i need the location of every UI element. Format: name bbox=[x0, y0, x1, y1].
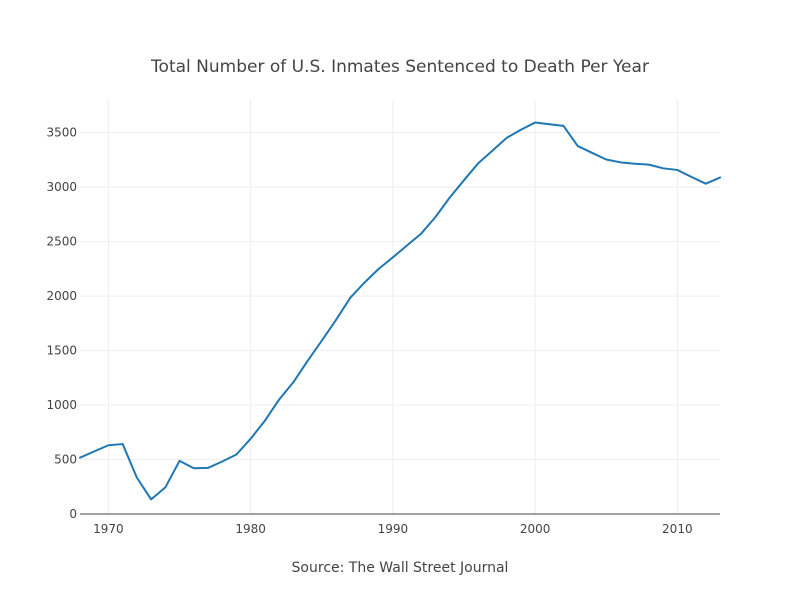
x-tick-label-1990: 1990 bbox=[378, 522, 409, 536]
x-tick-label-1970: 1970 bbox=[93, 522, 124, 536]
y-tick-label-0: 0 bbox=[69, 507, 77, 521]
y-tick-label-2500: 2500 bbox=[46, 235, 77, 249]
x-tick-label-1980: 1980 bbox=[235, 522, 266, 536]
axis-layer: 1970 1980 1990 2000 2010 0 500 1000 1500 2000 2500… bbox=[46, 126, 720, 536]
series-line-0 bbox=[79, 121, 721, 501]
y-tick-label-500: 500 bbox=[54, 453, 77, 467]
y-tick-label-1500: 1500 bbox=[46, 344, 77, 358]
x-tick-label-2000: 2000 bbox=[520, 522, 551, 536]
y-tick-label-3500: 3500 bbox=[46, 126, 77, 140]
y-tick-label-3000: 3000 bbox=[46, 180, 77, 194]
y-tick-label-1000: 1000 bbox=[46, 398, 77, 412]
chart-title: Total Number of U.S. Inmates Sentenced t… bbox=[150, 57, 649, 77]
y-tick-label-2000: 2000 bbox=[46, 289, 77, 303]
x-tick-label-2010: 2010 bbox=[662, 522, 693, 536]
grid-layer bbox=[80, 100, 720, 514]
x-axis-label: Source: The Wall Street Journal bbox=[292, 560, 509, 576]
series-layer bbox=[79, 121, 721, 501]
